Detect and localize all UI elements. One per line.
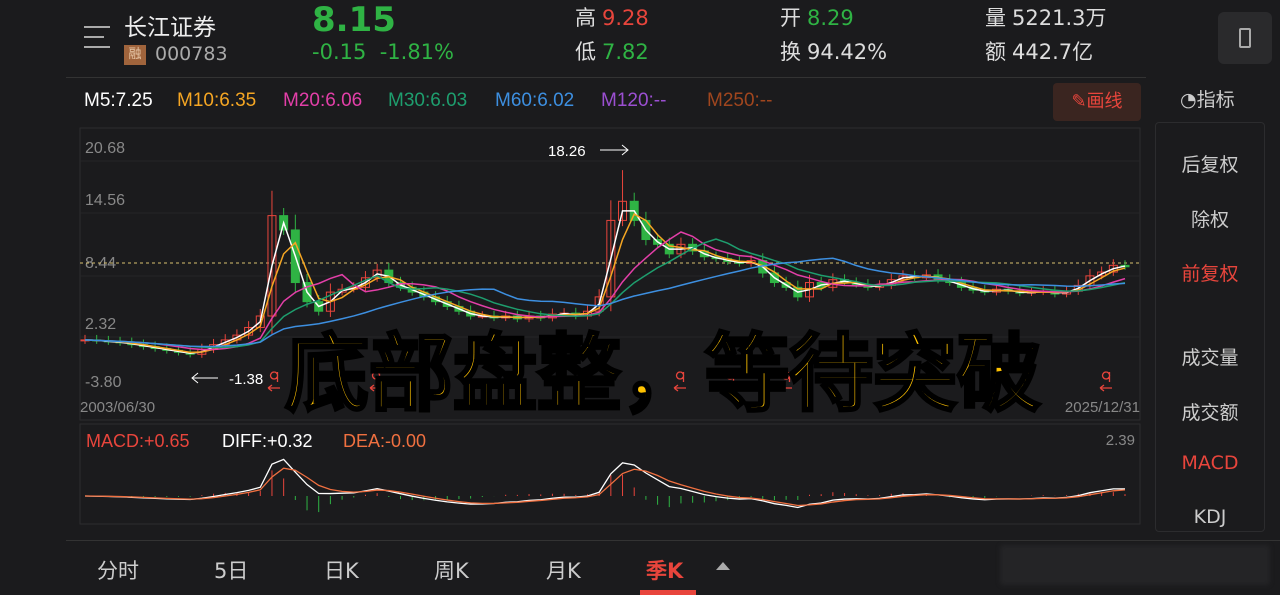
ma-legend-2: M20:6.06 bbox=[283, 90, 363, 111]
overlay-caption: 底部盘整，等待突破 bbox=[283, 325, 1042, 423]
ma-legend-1: M10:6.35 bbox=[177, 90, 257, 111]
ma-legend-3: M30:6.03 bbox=[388, 90, 468, 111]
draw-line-button[interactable]: ✎画线 bbox=[1053, 83, 1141, 121]
price-change: -0.15 -1.81% bbox=[312, 40, 454, 64]
side-menu-item[interactable]: 成交额 bbox=[1181, 402, 1239, 424]
macd-legend: DEA:-0.00 bbox=[343, 431, 426, 451]
side-menu-item[interactable]: 除权 bbox=[1190, 209, 1229, 231]
phone-icon bbox=[1239, 28, 1251, 48]
watermark bbox=[1000, 545, 1270, 585]
signal-marker-icon bbox=[1099, 371, 1112, 392]
change-value: -0.15 bbox=[312, 40, 367, 64]
draw-label: 画线 bbox=[1086, 91, 1123, 112]
macd-legend: MACD:+0.65 bbox=[86, 431, 190, 451]
price-tick: 20.68 bbox=[85, 140, 125, 157]
stat-4: 量 5221.3万 bbox=[985, 2, 1106, 32]
bottom-bar bbox=[66, 540, 1280, 541]
stat-label: 量 bbox=[985, 6, 1006, 30]
signal-marker-icon bbox=[369, 371, 382, 392]
candle bbox=[255, 315, 265, 328]
macd-legend: DIFF:+0.32 bbox=[222, 431, 313, 451]
signal-marker-icon bbox=[267, 371, 280, 392]
tab-2[interactable]: 日K bbox=[324, 559, 359, 583]
stat-1: 低 7.82 bbox=[575, 36, 649, 66]
active-tab-indicator bbox=[640, 590, 696, 595]
stat-value: 94.42% bbox=[807, 40, 888, 64]
stock-code: 000783 bbox=[155, 43, 228, 65]
price-tick: -3.80 bbox=[85, 374, 122, 391]
current-price: 8.15 bbox=[312, 0, 396, 40]
side-menu-item[interactable]: MACD bbox=[1181, 452, 1239, 474]
macd-axis-max: 2.39 bbox=[1106, 432, 1135, 449]
candle bbox=[325, 291, 335, 312]
stat-value: 8.29 bbox=[807, 6, 854, 30]
gauge-icon: ◔ bbox=[1180, 89, 1197, 111]
device-button[interactable] bbox=[1218, 12, 1272, 64]
stat-label: 换 bbox=[780, 40, 801, 64]
low-annotation: -1.38 bbox=[229, 371, 263, 388]
candle bbox=[1108, 264, 1118, 273]
price-tick: 14.56 bbox=[85, 192, 125, 209]
tab-4[interactable]: 月K bbox=[546, 559, 581, 583]
stat-value: 9.28 bbox=[602, 6, 649, 30]
candle bbox=[1097, 271, 1107, 277]
indicator-label: 指标 bbox=[1196, 89, 1235, 111]
side-menu-item[interactable]: 后复权 bbox=[1181, 154, 1239, 176]
menu-icon[interactable] bbox=[84, 26, 110, 48]
stat-label: 额 bbox=[985, 40, 1006, 64]
candle bbox=[267, 215, 277, 317]
tab-1[interactable]: 5日 bbox=[214, 559, 249, 583]
date-start: 2003/06/30 bbox=[80, 399, 155, 416]
price-tick: 2.32 bbox=[85, 316, 116, 333]
ma-legend-4: M60:6.02 bbox=[495, 90, 575, 111]
macd-frame bbox=[79, 423, 1141, 525]
side-menu-item[interactable]: 成交量 bbox=[1181, 347, 1239, 369]
side-menu-item[interactable]: 前复权 bbox=[1181, 263, 1239, 285]
stat-value: 7.82 bbox=[602, 40, 649, 64]
stat-label: 高 bbox=[575, 6, 596, 30]
kline-chart[interactable]: 20.6814.568.442.32-3.8018.26-1.382003/06… bbox=[0, 0, 1150, 530]
margin-tag: 融 bbox=[124, 45, 146, 65]
stat-label: 低 bbox=[575, 40, 596, 64]
ma-legend-0: M5:7.25 bbox=[84, 90, 153, 111]
stat-label: 开 bbox=[780, 6, 801, 30]
arrow-right-icon bbox=[600, 144, 629, 156]
tab-3[interactable]: 周K bbox=[434, 559, 469, 583]
tab-5[interactable]: 季K bbox=[646, 559, 684, 583]
arrow-left-icon bbox=[191, 372, 218, 384]
header-divider bbox=[66, 77, 1146, 78]
stat-0: 高 9.28 bbox=[575, 2, 649, 32]
stat-3: 换 94.42% bbox=[780, 36, 887, 66]
signal-marker-icon bbox=[723, 371, 736, 392]
signal-marker-icon bbox=[673, 371, 686, 392]
stat-5: 额 442.7亿 bbox=[985, 36, 1093, 66]
indicator-button[interactable]: ◔指标 bbox=[1180, 85, 1235, 112]
signal-marker-icon bbox=[779, 371, 792, 392]
date-end: 2025/12/31 bbox=[1065, 399, 1140, 416]
dea-line bbox=[84, 467, 1126, 507]
side-menu-panel bbox=[1155, 122, 1265, 532]
stat-value: 442.7亿 bbox=[1012, 40, 1094, 64]
stat-value: 5221.3万 bbox=[1012, 6, 1107, 30]
stock-name: 长江证券 bbox=[124, 15, 216, 41]
stat-2: 开 8.29 bbox=[780, 2, 854, 32]
ma-legend-5: M120:-- bbox=[601, 90, 667, 111]
chart-frame bbox=[79, 127, 1141, 421]
candle bbox=[606, 219, 616, 298]
diff-line bbox=[84, 458, 1126, 509]
tab-0[interactable]: 分时 bbox=[97, 559, 139, 583]
tab-more-arrow[interactable] bbox=[716, 562, 730, 570]
change-pct: -1.81% bbox=[379, 40, 454, 64]
high-annotation: 18.26 bbox=[548, 143, 586, 160]
ma-line-60 bbox=[84, 257, 1126, 348]
candle bbox=[804, 282, 814, 298]
ma-legend-6: M250:-- bbox=[707, 90, 773, 111]
side-menu-item[interactable]: KDJ bbox=[1193, 506, 1227, 528]
candle bbox=[337, 288, 347, 293]
